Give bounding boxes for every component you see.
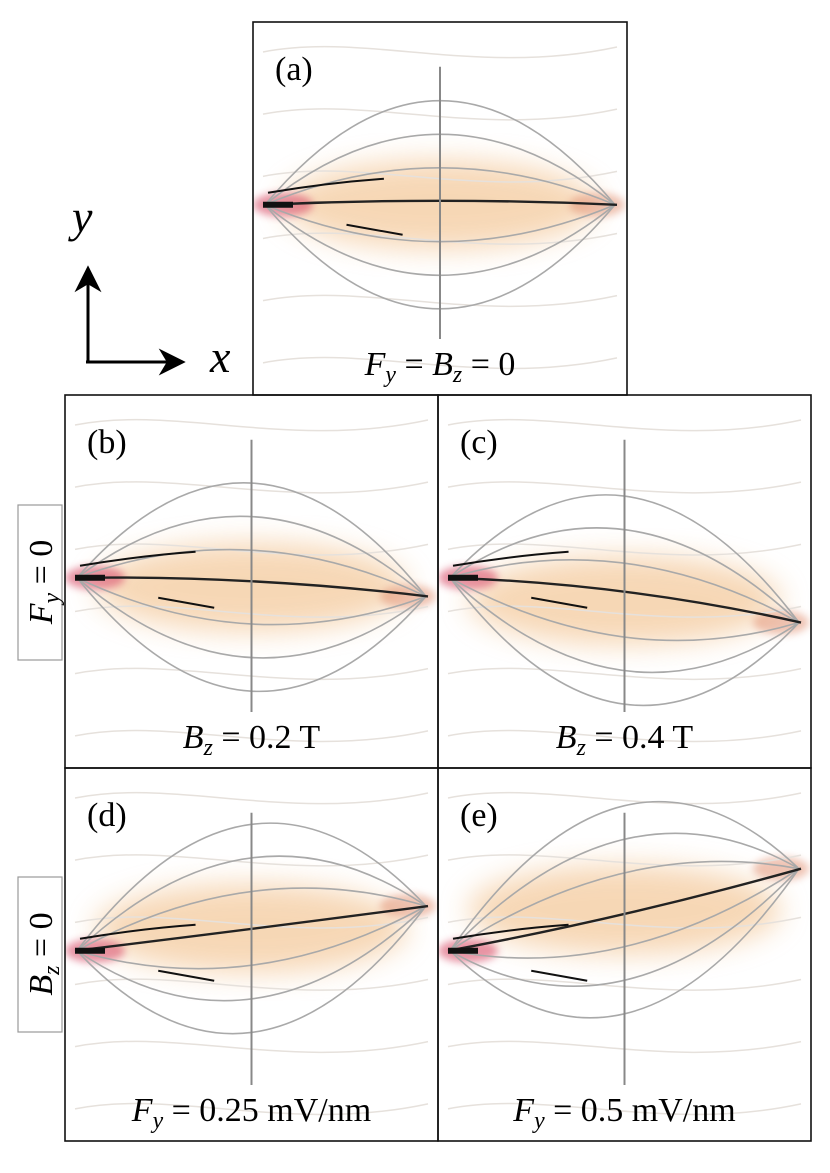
streamline [447,791,802,805]
streamline [158,596,215,609]
text-segment: z [203,735,213,761]
streamline [447,481,802,494]
text-segment: y [532,1108,545,1134]
streamline [262,108,618,121]
row-label-box [17,876,63,1033]
panels: (a) Fy = Bz = 0 (b) Bz = 0.2 T (c) Bz = 0.4 T… [64,21,812,1142]
text-segment: = 0 [23,540,60,593]
panel-label: (c) [460,424,498,461]
panel-caption: Fy = Bz = 0 [364,346,516,388]
streamline [452,550,569,567]
panel: (b) Bz = 0.2 T [64,394,439,769]
x-axis-label: x [209,331,231,382]
panel-label: (a) [275,51,313,88]
streamline [74,854,429,867]
panel-caption: Bz = 0.4 T [556,719,694,761]
streamline [447,916,802,929]
streamline [74,1102,429,1116]
panel-caption: Bz = 0.2 T [183,719,321,761]
flow-field [65,418,436,743]
text-segment: y [39,592,65,605]
text-segment: y [151,1108,164,1134]
streamline [74,543,429,556]
text-segment: = 0 [23,912,60,965]
streamline [158,969,215,982]
streamline [531,969,588,982]
streamline [74,418,429,432]
text-segment: = 0.25 mV/nm [163,1092,371,1129]
streamline [447,667,802,681]
streamline [447,1040,802,1054]
text-segment: y [383,362,396,388]
flow-field [438,791,809,1116]
row-label-text: Bz = 0 [23,912,65,995]
text-segment: = 0 [462,346,515,383]
panel: (e) Fy = 0.5 mV/nm [437,767,812,1142]
streamline [447,605,802,618]
streamline [531,596,588,609]
panel-label: (b) [87,424,127,461]
streamline [79,923,196,940]
text-segment: z [576,735,586,761]
panel: (c) Bz = 0.4 T [437,394,812,769]
text-segment: F [364,346,387,383]
text-segment: F [23,602,60,625]
panel-caption: Fy = 0.25 mV/nm [131,1092,371,1134]
text-segment: F [512,1092,535,1129]
text-segment: = [396,346,432,383]
streamline [74,667,429,681]
text-segment: = 0.5 mV/nm [545,1092,736,1129]
panel-label: (e) [460,797,498,834]
panel-caption: Fy = 0.5 mV/nm [512,1092,735,1134]
streamline [447,729,802,743]
streamline [447,978,802,991]
streamline [346,223,403,236]
panel: (d) Fy = 0.25 mV/nm [64,767,439,1142]
text-segment: B [556,719,577,756]
streamline [74,791,429,805]
text-segment: B [23,975,60,996]
flow-field [65,791,436,1116]
streamline [262,294,618,308]
text-segment: z [39,966,65,976]
streamline [74,978,429,991]
streamline [267,177,384,194]
streamline [262,45,618,59]
y-axis-label: y [68,191,93,242]
streamline [452,923,569,940]
row-label: Bz = 0 [17,876,65,1033]
streamline [74,605,429,618]
axes-indicator: y x [68,191,231,382]
streamline [262,356,618,370]
streamline [447,418,802,432]
panel: (a) Fy = Bz = 0 [252,21,628,396]
row-label-box [17,504,63,661]
streamline [447,1102,802,1116]
text-segment: F [131,1092,154,1129]
text-segment: B [432,346,453,383]
panel-frame [437,767,812,1142]
row-label: Fy = 0 [17,504,65,661]
streamline [447,543,802,556]
text-segment: = 0.2 T [213,719,321,756]
flow-field [438,418,809,743]
streamline [74,481,429,494]
flow-field [253,45,625,370]
panel-label: (d) [87,797,127,834]
streamline [262,170,618,183]
text-segment: B [183,719,204,756]
streamline [74,1040,429,1054]
text-segment: z [452,362,462,388]
row-label-text: Fy = 0 [23,540,65,626]
streamline [447,854,802,867]
text-segment: = 0.4 T [586,719,694,756]
streamline [74,729,429,743]
row-labels: Fy = 0Bz = 0 [17,504,65,1033]
streamline [449,800,800,952]
streamline [79,550,196,567]
